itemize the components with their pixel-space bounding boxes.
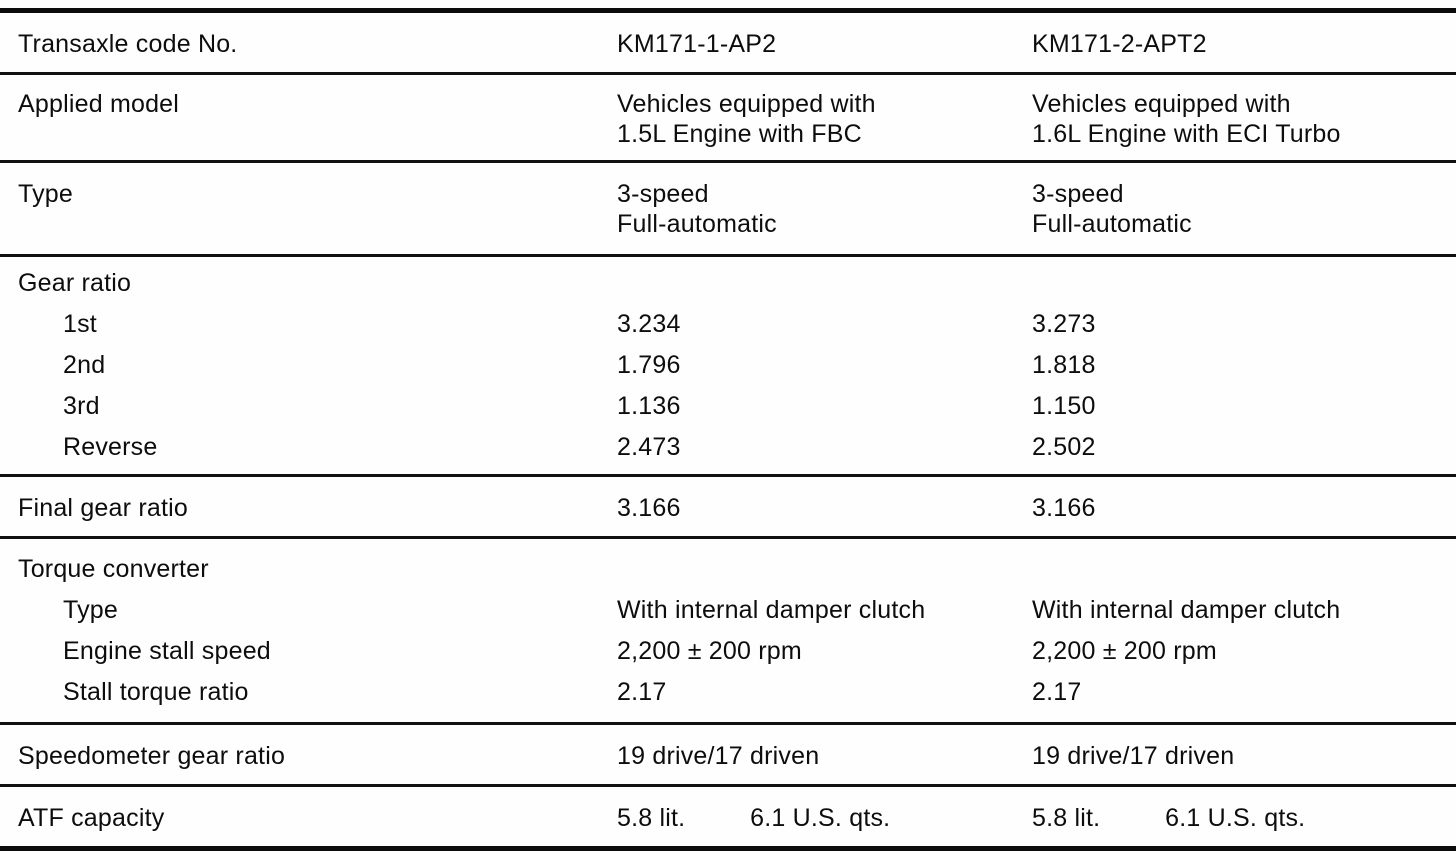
applied-model-col1-line1: Vehicles equipped with xyxy=(617,90,876,118)
applied-model-col2-line2: 1.6L Engine with ECI Turbo xyxy=(1032,120,1341,148)
row-label-applied-model: Applied model xyxy=(18,90,180,118)
gear-ratio-1st-label: 1st xyxy=(63,310,97,338)
transaxle-spec-table: Transaxle code No. KM171-1-AP2 KM171-2-A… xyxy=(0,8,1456,851)
gear-ratio-1st-col1: 3.234 xyxy=(617,310,681,338)
transaxle-code-col1: KM171-1-AP2 xyxy=(617,30,777,58)
atf-capacity-col1: 5.8 lit. 6.1 U.S. qts. xyxy=(617,787,1030,846)
gear-ratio-2nd: 2nd 1.796 1.818 xyxy=(0,345,1456,386)
type-col1-line2: Full-automatic xyxy=(617,210,777,238)
row-label-transaxle-code: Transaxle code No. xyxy=(18,30,238,58)
row-transaxle-code: Transaxle code No. KM171-1-AP2 KM171-2-A… xyxy=(0,13,1456,75)
engine-stall-speed-col2: 2,200 ± 200 rpm xyxy=(1032,637,1217,665)
row-final-gear-ratio: Final gear ratio 3.166 3.166 xyxy=(0,477,1456,539)
torque-converter-type-col2: With internal damper clutch xyxy=(1032,596,1341,624)
gear-ratio-2nd-col2: 1.818 xyxy=(1032,351,1096,379)
gear-ratio-3rd-label: 3rd xyxy=(63,392,100,420)
type-col2-line2: Full-automatic xyxy=(1032,210,1192,238)
stall-torque-ratio: Stall torque ratio 2.17 2.17 xyxy=(0,672,1456,713)
row-speedometer-gear-ratio: Speedometer gear ratio 19 drive/17 drive… xyxy=(0,725,1456,787)
row-label-atf-capacity: ATF capacity xyxy=(18,804,165,832)
gear-ratio-reverse-col1: 2.473 xyxy=(617,433,681,461)
stall-torque-ratio-col2: 2.17 xyxy=(1032,678,1082,706)
row-label-speedometer: Speedometer gear ratio xyxy=(18,742,286,770)
atf-col2-liters: 5.8 lit. xyxy=(1032,804,1101,832)
applied-model-col2: Vehicles equipped with 1.6L Engine with … xyxy=(1030,75,1456,160)
gear-ratio-3rd: 3rd 1.136 1.150 xyxy=(0,386,1456,427)
gear-ratio-3rd-col1: 1.136 xyxy=(617,392,681,420)
stall-torque-ratio-label: Stall torque ratio xyxy=(63,678,249,706)
gear-ratio-group-label: Gear ratio xyxy=(18,269,132,297)
transaxle-code-col2: KM171-2-APT2 xyxy=(1032,30,1207,58)
type-col1-line1: 3-speed xyxy=(617,180,709,208)
row-label-final-gear-ratio: Final gear ratio xyxy=(18,494,188,522)
gear-ratio-reverse-col2: 2.502 xyxy=(1032,433,1096,461)
final-gear-ratio-col2: 3.166 xyxy=(1032,494,1096,522)
type-col1: 3-speed Full-automatic xyxy=(617,163,1030,254)
row-applied-model: Applied model Vehicles equipped with 1.5… xyxy=(0,75,1456,163)
row-type: Type 3-speed Full-automatic 3-speed Full… xyxy=(0,163,1456,257)
stall-torque-ratio-col1: 2.17 xyxy=(617,678,667,706)
torque-converter-type-label: Type xyxy=(63,596,118,624)
atf-col1-quarts: 6.1 U.S. qts. xyxy=(750,804,891,832)
atf-capacity-col2: 5.8 lit. 6.1 U.S. qts. xyxy=(1030,787,1456,846)
torque-converter-type: Type With internal damper clutch With in… xyxy=(0,590,1456,631)
gear-ratio-reverse-label: Reverse xyxy=(63,433,158,461)
speedometer-col1: 19 drive/17 driven xyxy=(617,742,820,770)
applied-model-col1-line2: 1.5L Engine with FBC xyxy=(617,120,862,148)
row-label-type: Type xyxy=(18,180,73,208)
engine-stall-speed-label: Engine stall speed xyxy=(63,637,271,665)
atf-col1-liters: 5.8 lit. xyxy=(617,804,686,832)
applied-model-col1: Vehicles equipped with 1.5L Engine with … xyxy=(617,75,1030,160)
row-gear-ratio-group: Gear ratio 1st 3.234 3.273 2nd 1.796 1.8… xyxy=(0,257,1456,477)
applied-model-col2-line1: Vehicles equipped with xyxy=(1032,90,1291,118)
type-col2-line1: 3-speed xyxy=(1032,180,1124,208)
row-atf-capacity: ATF capacity 5.8 lit. 6.1 U.S. qts. 5.8 … xyxy=(0,787,1456,846)
torque-converter-type-col1: With internal damper clutch xyxy=(617,596,926,624)
gear-ratio-1st-col2: 3.273 xyxy=(1032,310,1096,338)
gear-ratio-reverse: Reverse 2.473 2.502 xyxy=(0,427,1456,468)
atf-col2-quarts: 6.1 U.S. qts. xyxy=(1165,804,1306,832)
gear-ratio-1st: 1st 3.234 3.273 xyxy=(0,304,1456,345)
final-gear-ratio-col1: 3.166 xyxy=(617,494,681,522)
engine-stall-speed-col1: 2,200 ± 200 rpm xyxy=(617,637,802,665)
gear-ratio-2nd-col1: 1.796 xyxy=(617,351,681,379)
speedometer-col2: 19 drive/17 driven xyxy=(1032,742,1235,770)
gear-ratio-3rd-col2: 1.150 xyxy=(1032,392,1096,420)
row-torque-converter-group: Torque converter Type With internal damp… xyxy=(0,539,1456,725)
gear-ratio-2nd-label: 2nd xyxy=(63,351,106,379)
torque-converter-group-label: Torque converter xyxy=(18,555,209,583)
type-col2: 3-speed Full-automatic xyxy=(1030,163,1456,254)
engine-stall-speed: Engine stall speed 2,200 ± 200 rpm 2,200… xyxy=(0,631,1456,672)
